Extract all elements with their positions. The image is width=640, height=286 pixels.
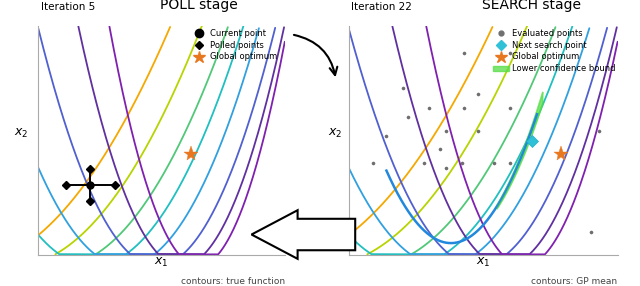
Text: Iteration 5: Iteration 5 bbox=[41, 2, 95, 12]
Text: contours: true function: contours: true function bbox=[180, 277, 285, 286]
Text: contours: GP mean: contours: GP mean bbox=[531, 277, 618, 286]
Y-axis label: $x_2$: $x_2$ bbox=[328, 127, 342, 140]
Text: POLL stage: POLL stage bbox=[160, 0, 237, 12]
Legend: Current point, Polled points, Global optimum: Current point, Polled points, Global opt… bbox=[188, 25, 280, 65]
Text: Iteration 22: Iteration 22 bbox=[351, 2, 412, 12]
Legend: Evaluated points, Next search point, Global optimum, Lower confidence bound: Evaluated points, Next search point, Glo… bbox=[490, 25, 619, 77]
Text: SEARCH stage: SEARCH stage bbox=[482, 0, 581, 12]
X-axis label: $x_1$: $x_1$ bbox=[476, 256, 490, 269]
X-axis label: $x_1$: $x_1$ bbox=[154, 256, 169, 269]
Y-axis label: $x_2$: $x_2$ bbox=[14, 127, 28, 140]
Polygon shape bbox=[252, 210, 355, 259]
